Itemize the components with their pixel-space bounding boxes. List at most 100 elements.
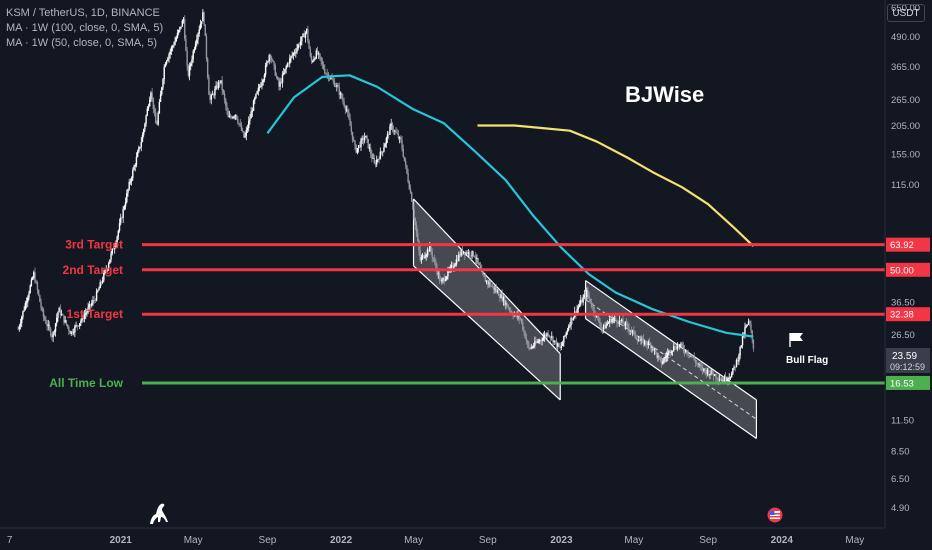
price-axis[interactable]: 650.00 490.00 365.00 265.00 205.00 155.00 115.… xyxy=(891,3,920,514)
candle-body xyxy=(65,320,68,325)
candle-body xyxy=(489,282,491,286)
candle-body xyxy=(350,125,353,132)
candle-body xyxy=(390,123,392,127)
candle-body xyxy=(312,61,314,62)
candle-body xyxy=(324,68,326,74)
candle-body xyxy=(319,53,321,57)
candle-body xyxy=(541,340,543,342)
candle-body xyxy=(333,81,336,87)
candle-body xyxy=(291,55,293,57)
candle-body xyxy=(671,350,674,352)
candle-body xyxy=(117,230,120,237)
candle-body xyxy=(715,374,717,379)
candle-body xyxy=(530,347,532,349)
dinosaur-logo-icon[interactable] xyxy=(146,500,170,526)
candle-body xyxy=(255,93,257,98)
candle-body xyxy=(460,249,462,256)
candle-body xyxy=(732,368,734,374)
candle-body xyxy=(741,335,744,346)
candle-body xyxy=(694,360,697,363)
candle-body xyxy=(435,261,437,268)
candle-body xyxy=(458,254,460,261)
candle-body xyxy=(629,330,631,332)
candle-body xyxy=(266,61,268,66)
candle-body xyxy=(604,324,606,329)
candle-body xyxy=(496,291,499,292)
ma-100-legend[interactable]: MA · 1W (100, close, 0, SMA, 5) xyxy=(6,22,164,34)
candle-body xyxy=(554,340,557,342)
candle-body xyxy=(705,370,708,374)
candle-body xyxy=(697,363,699,365)
ma-50-legend[interactable]: MA · 1W (50, close, 0, SMA, 5) xyxy=(6,37,157,49)
candle-body xyxy=(219,81,221,83)
level-label: 3rd Target xyxy=(65,238,123,252)
candle-body xyxy=(332,79,334,82)
time-axis[interactable]: 7 2021 May Sep 2022 May Sep 2023 May Sep 2024 May xyxy=(7,535,864,546)
candle-body xyxy=(402,148,404,157)
candle-body xyxy=(572,316,575,321)
candle-body xyxy=(744,327,746,335)
candle-body xyxy=(200,21,203,24)
candle-body xyxy=(268,55,270,62)
candle-body xyxy=(519,318,522,320)
candle-body xyxy=(315,50,318,59)
candle-body xyxy=(362,138,365,141)
candle-body xyxy=(407,172,409,182)
level-price-badge-label: 50.00 xyxy=(890,265,914,276)
candle-body xyxy=(501,294,503,301)
candle-body xyxy=(652,346,654,351)
candle-body xyxy=(651,346,653,348)
candle-body xyxy=(262,79,264,83)
candle-body xyxy=(348,112,350,119)
candle-body xyxy=(22,311,24,317)
candle-body xyxy=(495,288,497,292)
candle-body xyxy=(546,333,548,337)
candle-body xyxy=(462,252,465,254)
candle-body xyxy=(700,366,703,368)
candle-body xyxy=(540,339,542,341)
candle-body xyxy=(139,146,141,148)
candle-body xyxy=(537,341,540,343)
time-tick-label: May xyxy=(624,535,643,546)
candle-body xyxy=(752,339,755,349)
candle-body xyxy=(193,48,196,52)
candle-body xyxy=(653,348,656,351)
candle-body xyxy=(326,73,328,75)
candle-body xyxy=(569,325,571,327)
candle-body xyxy=(321,61,324,65)
candle-body xyxy=(313,58,315,62)
candle-body xyxy=(450,265,453,268)
candle-body xyxy=(27,297,29,303)
candle-body xyxy=(70,331,72,334)
candle-body xyxy=(429,245,431,252)
candle-body xyxy=(722,380,724,382)
candle-body xyxy=(487,280,489,284)
candle-body xyxy=(699,364,701,367)
candle-body xyxy=(59,307,62,315)
candle-body xyxy=(421,255,424,258)
us-flag-event-icon[interactable] xyxy=(767,507,783,523)
candle-body xyxy=(351,131,354,140)
candle-body xyxy=(735,359,738,367)
candle-body xyxy=(645,340,647,345)
descending-channels xyxy=(412,198,758,439)
currency-selector-button[interactable]: USDT xyxy=(887,4,925,22)
candle-body xyxy=(681,343,683,347)
candle-body xyxy=(553,340,555,343)
candle-body xyxy=(320,56,322,62)
candle-body xyxy=(455,259,458,265)
candle-body xyxy=(385,137,388,144)
channel-top-line xyxy=(413,198,561,355)
candle-body xyxy=(138,147,140,152)
candle-body xyxy=(535,341,537,343)
candle-body xyxy=(57,312,59,318)
candle-body xyxy=(497,291,500,297)
symbol-info[interactable]: KSM / TetherUS, 1D, BINANCE xyxy=(6,7,160,19)
candle-body xyxy=(693,357,695,361)
candle-body xyxy=(310,56,313,62)
candle-body xyxy=(287,63,290,65)
candle-body xyxy=(354,140,356,146)
time-tick-label: Sep xyxy=(259,535,277,546)
candle-body xyxy=(664,357,666,359)
